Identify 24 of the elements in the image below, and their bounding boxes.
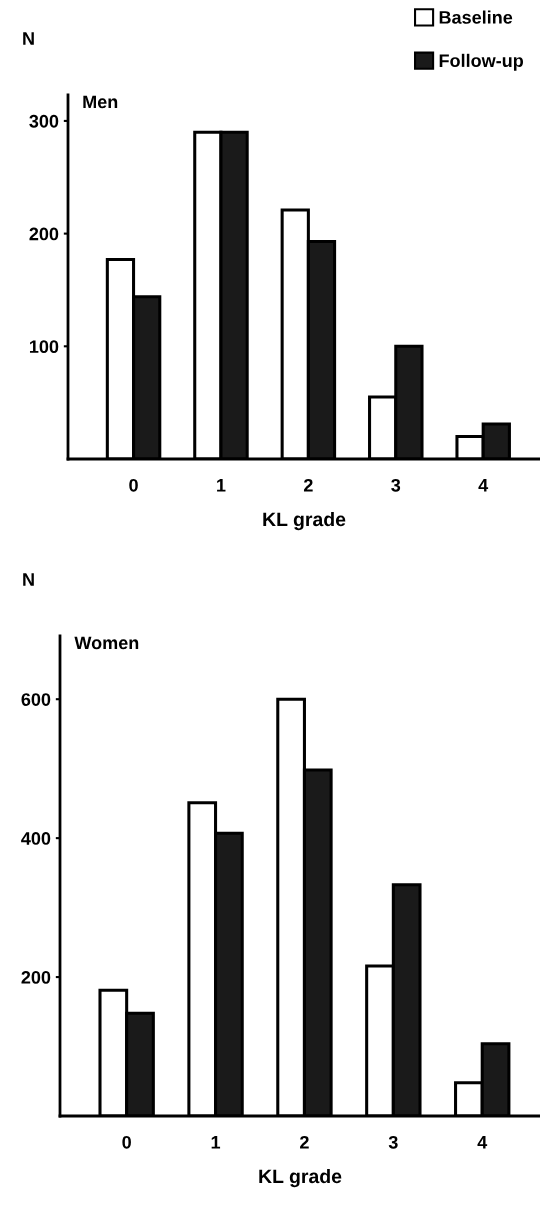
x-tick-label: 1 (211, 1136, 221, 1149)
x-tick-label: 3 (388, 1135, 398, 1149)
x-tick-label: 2 (300, 1135, 309, 1149)
x-tick-label: 0 (122, 1135, 131, 1149)
x-tick-label: 4 (477, 1136, 488, 1149)
y-tick-label: 600 (21, 693, 51, 706)
y-axis-title: N (23, 573, 34, 586)
chart-title: Women (74, 636, 139, 650)
x-tick-label: 0 (129, 478, 138, 492)
y-tick-label: 200 (29, 227, 59, 241)
x-tick-label: 3 (391, 478, 401, 492)
x-tick-label: 1 (217, 479, 226, 492)
x-axis-title: KL grade (259, 1168, 342, 1188)
chart-title: Men (83, 95, 118, 109)
legend-label: Baseline (439, 10, 513, 24)
y-tick-label: 200 (21, 971, 51, 984)
x-axis-title: KL grade (263, 511, 346, 531)
y-tick-label: 400 (21, 832, 51, 845)
y-tick-label: 300 (29, 114, 59, 128)
y-axis-title: N (23, 32, 34, 45)
x-tick-label: 2 (303, 478, 313, 492)
legend-label: Follow-up (439, 53, 524, 71)
y-tick-label: 100 (29, 340, 59, 354)
x-tick-label: 4 (478, 479, 489, 492)
